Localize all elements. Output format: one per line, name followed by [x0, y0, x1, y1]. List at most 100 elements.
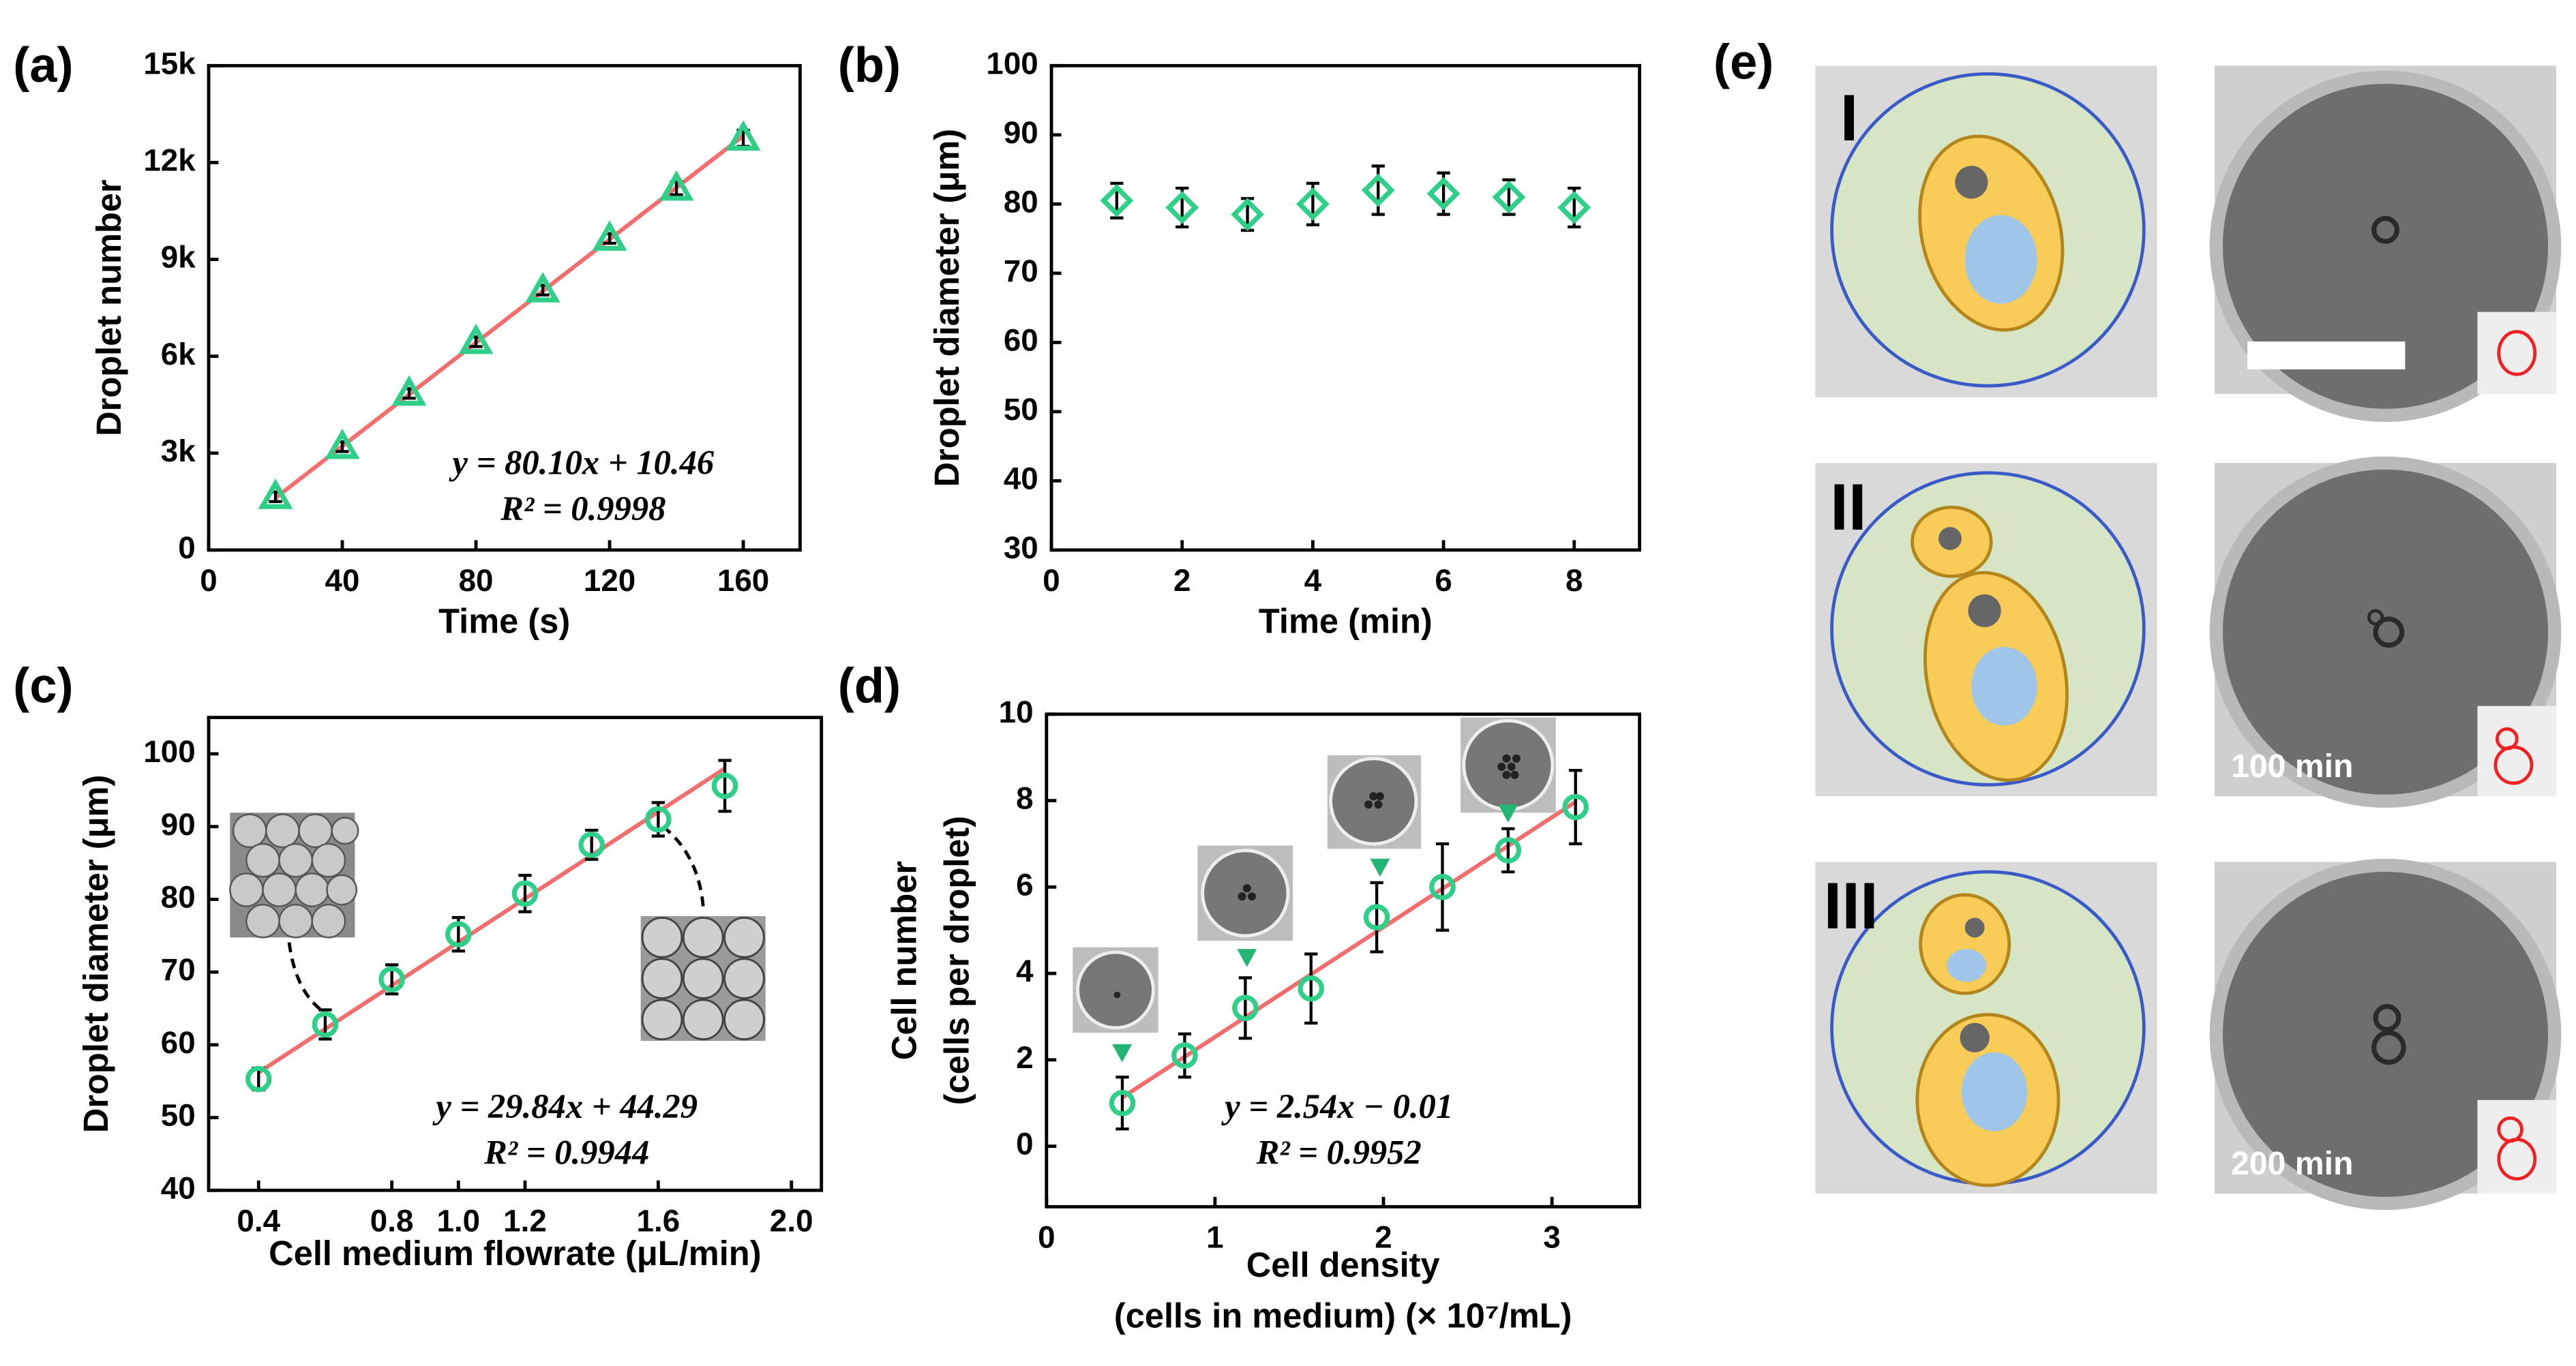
x-tick-label: 0	[200, 563, 217, 598]
y-axis-label: Droplet number	[89, 179, 128, 436]
y-tick-label: 15k	[143, 46, 196, 80]
pointer-triangles	[1112, 804, 1518, 1063]
x-tick-label: 3	[1543, 1220, 1560, 1255]
panel-label: (c)	[13, 659, 73, 714]
x-tick-label: 2	[1375, 1220, 1392, 1255]
error-bar	[1501, 827, 1515, 874]
marker	[1109, 1089, 1136, 1117]
x-tick-label: 0.8	[370, 1204, 414, 1239]
panel-label: (e)	[1713, 35, 1773, 89]
error-bar	[1238, 976, 1253, 1040]
x-tick-label: 0	[1043, 563, 1060, 598]
stage-label: I	[1840, 82, 1859, 155]
connector	[661, 824, 705, 907]
error-bar	[1115, 1076, 1129, 1131]
panel-label: (b)	[838, 38, 901, 93]
marker	[1562, 793, 1589, 821]
error-bar	[718, 759, 732, 813]
plot-frame	[1049, 63, 1642, 552]
y-tick-label: 4	[1016, 954, 1034, 988]
marker	[378, 966, 405, 993]
y-tick-label: 80	[1004, 184, 1038, 219]
stage-label: II	[1830, 471, 1867, 544]
marker	[525, 272, 560, 303]
equation: y = 2.54x − 0.01	[1220, 1087, 1453, 1125]
x-tick-label: 1	[1206, 1220, 1223, 1255]
marker	[1171, 1042, 1198, 1069]
y-tick-label: 50	[161, 1098, 196, 1133]
x-axis-label: (cells in medium) (× 10⁷/mL)	[1114, 1296, 1572, 1335]
y-tick-label: 90	[161, 807, 196, 842]
marker	[1363, 904, 1390, 930]
marker	[1426, 177, 1461, 211]
schematic	[1815, 65, 2157, 1194]
marker	[1298, 975, 1325, 1002]
equation: y = 29.84x + 44.29	[432, 1087, 698, 1125]
error-bar	[1435, 842, 1450, 932]
equation: y = 80.10x + 10.46	[449, 444, 715, 482]
marker	[391, 375, 427, 406]
x-tick-label: 4	[1304, 563, 1322, 598]
y-tick-label: 0	[1016, 1127, 1033, 1162]
marker	[1492, 180, 1526, 214]
marker	[659, 170, 694, 201]
stage-label: III	[1823, 870, 1878, 943]
equation: R² = 0.9952	[1256, 1133, 1422, 1171]
marker	[511, 880, 539, 907]
y-tick-label: 8	[1016, 781, 1033, 816]
time-label: 100 min	[2231, 748, 2353, 785]
marker	[1495, 837, 1522, 864]
plot-frame	[1045, 712, 1642, 1209]
marker	[1361, 173, 1395, 207]
marker	[578, 832, 605, 858]
marker	[1165, 191, 1199, 224]
marker	[711, 772, 738, 800]
marker	[645, 806, 672, 833]
error-bar	[1370, 881, 1383, 954]
inset-image	[1073, 947, 1158, 1033]
inset-image	[1327, 755, 1422, 849]
y-tick-label: 30	[1004, 530, 1038, 565]
y-tick-label: 90	[1004, 115, 1038, 150]
marker	[258, 479, 293, 509]
micrographs	[2209, 65, 2562, 1211]
y-tick-label: 2	[1016, 1040, 1033, 1075]
x-tick-label: 2	[1173, 563, 1190, 598]
y-tick-label: 0	[178, 530, 195, 565]
marker	[325, 428, 360, 459]
y-tick-label: 10	[999, 695, 1034, 729]
x-tick-label: 160	[717, 563, 769, 598]
x-tick-label: 6	[1435, 563, 1452, 598]
x-axis-label: Cell medium flowrate (μL/min)	[269, 1234, 761, 1273]
marker	[1100, 183, 1134, 217]
error-bar	[1569, 768, 1583, 846]
panel-label: (d)	[838, 659, 901, 714]
equation: R² = 0.9944	[483, 1133, 649, 1171]
y-tick-label: 60	[1004, 322, 1038, 357]
x-tick-label: 2.0	[770, 1204, 813, 1239]
x-axis-label: Time (min)	[1259, 602, 1433, 641]
y-axis-label: (cells per droplet)	[937, 816, 976, 1105]
insets	[229, 717, 1556, 1063]
marker	[245, 1065, 272, 1093]
equation: R² = 0.9998	[500, 489, 665, 528]
y-tick-label: 70	[161, 952, 196, 987]
inset-image	[1197, 845, 1293, 941]
y-tick-label: 80	[161, 879, 196, 914]
marker	[592, 220, 627, 251]
y-tick-label: 40	[161, 1170, 196, 1205]
inset-image	[1460, 717, 1556, 813]
y-tick-label: 100	[986, 46, 1038, 80]
x-tick-label: 1.0	[437, 1204, 481, 1239]
y-axis-label: Cell number	[884, 861, 923, 1060]
error-bar	[1304, 952, 1318, 1025]
x-axis-label: Time (s)	[438, 602, 570, 641]
time-label: 200 min	[2231, 1145, 2353, 1182]
y-tick-label: 9k	[161, 240, 196, 275]
fit-line	[1121, 800, 1577, 1099]
y-tick-label: 6	[1016, 867, 1033, 902]
connector	[287, 942, 327, 1015]
plot-frame	[207, 63, 802, 552]
y-tick-label: 40	[1004, 461, 1038, 496]
marker	[445, 921, 472, 947]
